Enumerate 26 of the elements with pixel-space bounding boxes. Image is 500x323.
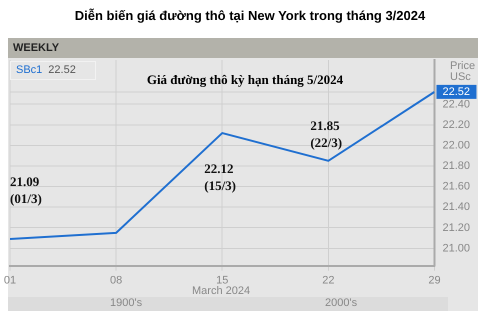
x-tick-label: 22 — [322, 274, 334, 286]
data-label: 21.85 (22/3) — [310, 118, 342, 150]
annotation: 22.52 — [47, 64, 76, 76]
data-label: 21.09 (01/3) — [10, 174, 42, 206]
x-tick-label: 15 — [216, 274, 228, 286]
x-axis-title: March 2024 — [192, 285, 250, 297]
text: 1900's — [110, 297, 142, 309]
chart-title: Diễn biến giá đường thô tại New York trong tháng 3/2024 — [74, 8, 426, 23]
x-tick-label: 08 — [110, 274, 122, 286]
text: 2000's — [325, 297, 358, 309]
y-tick-label: 22.00 — [442, 139, 470, 152]
text: Giá đường thô kỳ hạn tháng 5/2024 — [146, 72, 344, 88]
y-tick-label: 22.52 — [442, 86, 470, 98]
text: WEEKLY — [12, 42, 60, 54]
text: SBc1 — [15, 64, 42, 76]
data-label: 22.12 (15/3) — [204, 161, 236, 194]
x-tick-label: 01 — [4, 274, 16, 286]
y-tick-label: 21.20 — [442, 222, 470, 234]
y-axis-title: Price USc — [450, 60, 476, 83]
y-tick-label: 21.80 — [442, 160, 470, 172]
y-tick-label: 21.40 — [442, 201, 470, 214]
y-tick-label: 21.60 — [442, 180, 470, 193]
y-tick-label: 21.00 — [442, 242, 470, 254]
y-tick-label: 22.40 — [442, 98, 470, 110]
x-tick-label: 29 — [428, 274, 441, 286]
y-tick-label: 22.20 — [442, 118, 470, 131]
